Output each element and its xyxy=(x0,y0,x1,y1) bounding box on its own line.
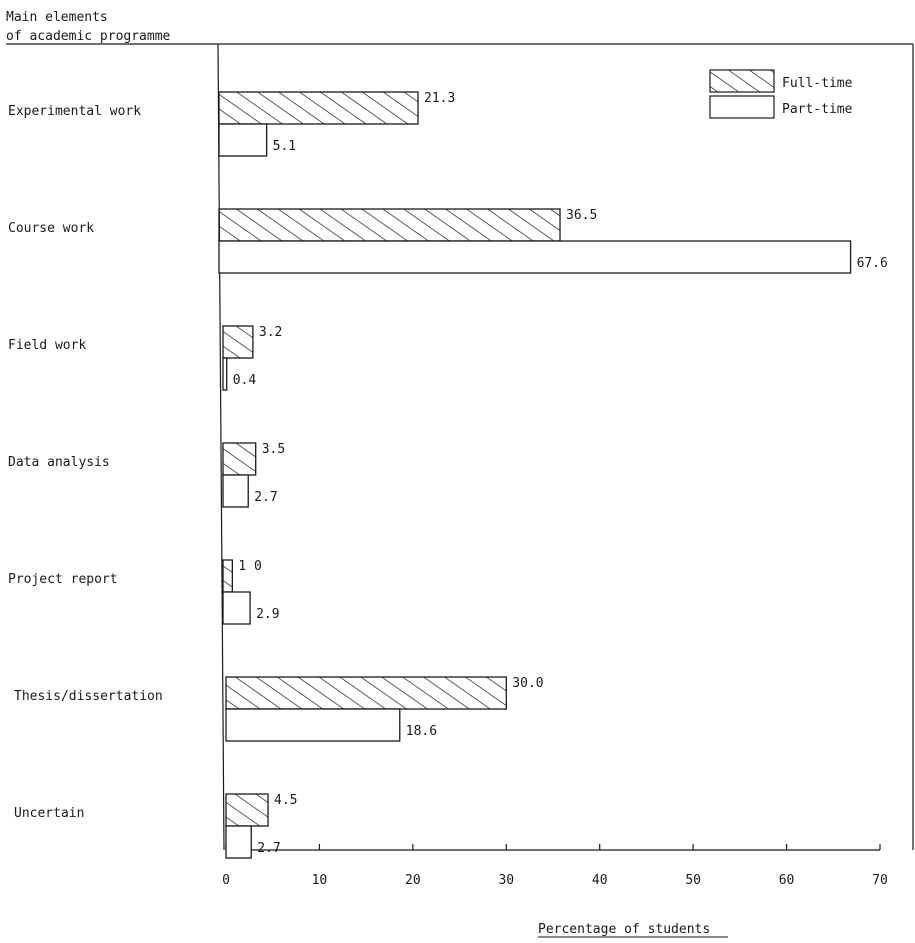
bar-value-label: 0.4 xyxy=(233,373,257,388)
x-axis-ticks: 0 10 20 30 40 50 60 70 xyxy=(222,844,888,888)
x-tick-label: 10 xyxy=(312,873,328,888)
bar-part-time xyxy=(218,123,268,157)
bar-full-time xyxy=(222,325,254,359)
bar-value-label: 4.5 xyxy=(274,793,297,808)
bar-value-label: 2.7 xyxy=(257,841,280,856)
bar-value-label: 3.2 xyxy=(259,325,282,340)
y-axis-title-line-2: of academic programme xyxy=(6,29,171,44)
x-axis-title: Percentage of students xyxy=(538,922,710,937)
y-axis-title-line-1: Main elements xyxy=(6,10,108,25)
bar-value-label: 67.6 xyxy=(857,256,888,271)
legend-swatch-part-time xyxy=(709,95,775,119)
bar-value-label: 2.9 xyxy=(256,607,279,622)
legend-label-full-time: Full-time xyxy=(782,76,853,91)
bar-full-time xyxy=(218,208,561,242)
bar-value-label: 18.6 xyxy=(406,724,437,739)
x-tick-label: 20 xyxy=(405,873,421,888)
legend-swatch-full-time xyxy=(709,69,775,93)
bar-value-label: 5.1 xyxy=(273,139,296,154)
bars: 21.3 5.1 36.5 67.6 3.2 0.4 3.5 2.7 1 0 2.9 30.0 18.… xyxy=(218,91,888,859)
category-label: Project report xyxy=(8,572,118,587)
category-label: Field work xyxy=(8,338,86,353)
bar-part-time xyxy=(222,591,251,625)
bar-value-label: 21.3 xyxy=(424,91,455,106)
bar-part-time xyxy=(225,825,252,859)
bar-full-time xyxy=(225,793,269,827)
bar-part-time xyxy=(222,474,249,508)
bar-value-label: 3.5 xyxy=(262,442,285,457)
category-label: Experimental work xyxy=(8,104,141,119)
bar-value-label: 36.5 xyxy=(566,208,597,223)
bar-full-time xyxy=(222,559,233,593)
plot-frame xyxy=(218,43,914,850)
legend-label-part-time: Part-time xyxy=(782,102,853,117)
x-tick-label: 60 xyxy=(779,873,795,888)
x-tick-label: 70 xyxy=(872,873,888,888)
x-tick-label: 50 xyxy=(685,873,701,888)
bar-part-time xyxy=(225,708,401,742)
bar-full-time xyxy=(218,91,419,125)
legend: Full-time Part-time xyxy=(709,69,853,119)
y-axis-line xyxy=(217,43,225,851)
bar-part-time xyxy=(218,240,852,274)
category-label: Data analysis xyxy=(8,455,110,470)
bar-value-label: 30.0 xyxy=(512,676,543,691)
bar-part-time xyxy=(222,357,228,391)
bar-value-label: 1 0 xyxy=(238,559,261,574)
bar-full-time xyxy=(222,442,257,476)
x-tick-label: 40 xyxy=(592,873,608,888)
bar-full-time xyxy=(225,676,507,710)
category-labels: Experimental work Course work Field work Da… xyxy=(8,104,163,821)
bar-value-label: 2.7 xyxy=(254,490,277,505)
x-tick-label: 0 xyxy=(222,873,230,888)
x-tick-label: 30 xyxy=(498,873,514,888)
category-label: Thesis/dissertation xyxy=(14,689,163,704)
category-label: Course work xyxy=(8,221,94,236)
category-label: Uncertain xyxy=(14,806,84,821)
